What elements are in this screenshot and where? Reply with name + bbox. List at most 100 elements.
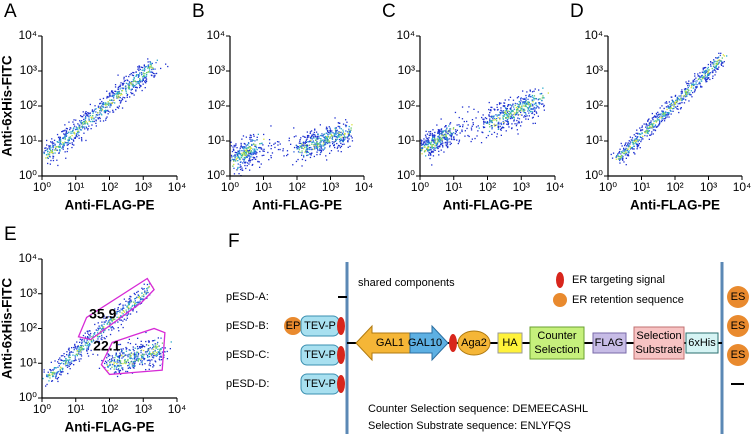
event-dot bbox=[127, 356, 129, 358]
event-dot bbox=[230, 145, 233, 147]
event-dot bbox=[269, 142, 271, 144]
event-dot bbox=[316, 140, 318, 143]
event-dot bbox=[339, 146, 342, 149]
event-dot bbox=[141, 346, 143, 349]
event-dot bbox=[707, 63, 709, 66]
event-dot bbox=[142, 298, 144, 300]
event-dot bbox=[312, 140, 314, 142]
event-dot bbox=[317, 137, 319, 139]
event-dot bbox=[51, 142, 53, 144]
y-tick-label: 10⁴ bbox=[18, 251, 37, 265]
event-dot bbox=[646, 126, 648, 128]
event-dot bbox=[310, 154, 312, 156]
event-dot bbox=[91, 110, 93, 112]
event-dot bbox=[152, 366, 154, 368]
event-dot bbox=[637, 136, 639, 138]
event-dot bbox=[114, 90, 116, 92]
event-dot bbox=[516, 97, 519, 99]
event-dot bbox=[708, 72, 710, 75]
event-dot bbox=[76, 127, 78, 129]
event-dot bbox=[244, 157, 247, 159]
construct-label: pESD-D: bbox=[226, 378, 269, 390]
event-dot bbox=[421, 149, 423, 151]
event-dot bbox=[118, 316, 120, 319]
event-dot bbox=[485, 117, 488, 120]
event-dot bbox=[501, 110, 503, 112]
event-dot bbox=[505, 130, 507, 132]
event-dot bbox=[76, 131, 79, 133]
event-dot bbox=[692, 87, 694, 89]
event-dot bbox=[425, 143, 427, 146]
event-dot bbox=[256, 152, 258, 154]
event-dot bbox=[139, 358, 141, 360]
event-dot bbox=[147, 58, 149, 60]
event-dot bbox=[145, 78, 148, 80]
event-dot bbox=[308, 141, 310, 143]
event-dot bbox=[505, 107, 507, 110]
event-dot bbox=[317, 138, 319, 140]
event-dot bbox=[243, 142, 245, 145]
event-dot bbox=[87, 355, 90, 357]
event-dot bbox=[438, 145, 440, 148]
event-dot bbox=[717, 68, 719, 70]
event-dot bbox=[688, 85, 690, 87]
event-dot bbox=[103, 103, 105, 105]
event-dot bbox=[656, 126, 658, 128]
event-dot bbox=[131, 74, 134, 76]
event-dot bbox=[136, 359, 138, 361]
event-dot bbox=[52, 159, 55, 162]
event-dot bbox=[680, 93, 682, 95]
event-dot bbox=[102, 327, 104, 330]
event-dot bbox=[262, 144, 264, 146]
event-dot bbox=[706, 68, 709, 70]
event-dot bbox=[129, 297, 131, 300]
event-dot bbox=[543, 109, 545, 111]
event-dot bbox=[117, 91, 119, 94]
event-dot bbox=[345, 130, 347, 132]
event-dot bbox=[341, 132, 344, 135]
event-dot bbox=[430, 142, 432, 144]
event-dot bbox=[97, 338, 99, 340]
event-dot bbox=[49, 156, 51, 158]
event-dot bbox=[651, 131, 653, 133]
event-dot bbox=[326, 132, 328, 134]
event-dot bbox=[157, 348, 159, 350]
event-dot bbox=[66, 142, 68, 144]
event-dot bbox=[111, 90, 114, 92]
event-dot bbox=[123, 310, 125, 312]
event-dot bbox=[625, 147, 627, 149]
event-dot bbox=[136, 291, 138, 294]
event-dot bbox=[128, 83, 130, 85]
event-dot bbox=[111, 319, 113, 322]
event-dot bbox=[323, 145, 325, 147]
event-dot bbox=[169, 348, 171, 350]
event-dot bbox=[78, 351, 80, 353]
event-dot bbox=[251, 151, 253, 153]
event-dot bbox=[56, 372, 58, 374]
event-dot bbox=[103, 326, 105, 328]
event-dot bbox=[428, 131, 430, 133]
event-dot bbox=[504, 105, 506, 107]
ha-label: HA bbox=[502, 337, 518, 349]
event-dot bbox=[52, 375, 54, 377]
event-dot bbox=[485, 137, 488, 139]
event-dot bbox=[623, 152, 625, 155]
event-dot bbox=[431, 135, 434, 137]
event-dot bbox=[685, 93, 687, 95]
event-dot bbox=[123, 318, 125, 320]
event-dot bbox=[152, 346, 154, 349]
event-dot bbox=[324, 140, 327, 142]
event-dot bbox=[653, 122, 655, 124]
event-dot bbox=[57, 361, 59, 363]
event-dot bbox=[249, 169, 251, 171]
event-dot bbox=[244, 149, 246, 151]
event-dot bbox=[432, 146, 434, 149]
event-dot bbox=[426, 133, 429, 135]
event-dot bbox=[54, 143, 56, 145]
event-dot bbox=[134, 84, 136, 87]
event-dot bbox=[84, 122, 86, 124]
event-dot bbox=[423, 144, 425, 146]
x-axis-title: Anti-FLAG-PE bbox=[65, 420, 155, 435]
event-dot bbox=[117, 369, 119, 371]
event-dot bbox=[329, 144, 331, 147]
